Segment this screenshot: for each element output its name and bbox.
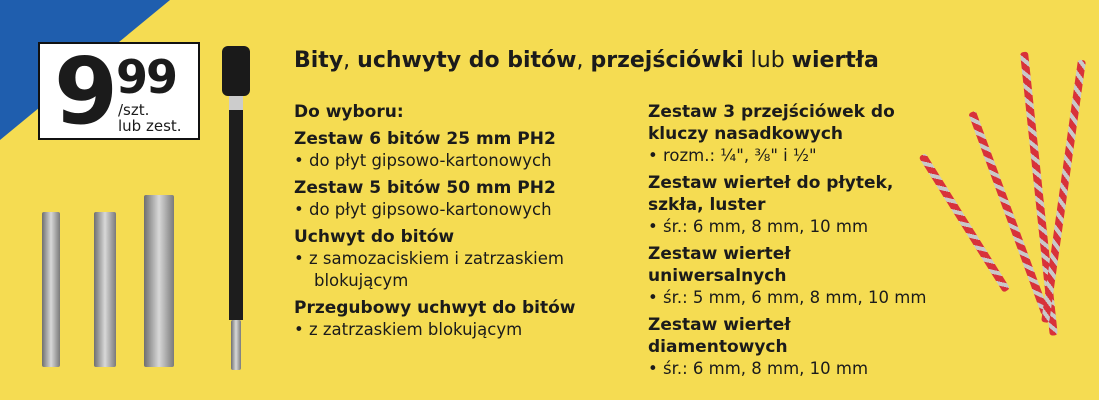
spec-heading: Zestaw wierteł uniwersalnych	[648, 244, 791, 286]
price-tag: 9 99 /szt. lub zest.	[38, 38, 200, 145]
spec-bullet: śr.: 6 mm, 8 mm, 10 mm	[648, 358, 928, 380]
spec-bullet: z zatrzaskiem blokującym	[294, 319, 634, 341]
left-column-specs: Do wyboru:Zestaw 6 bitów 25 mm PH2do pły…	[294, 96, 634, 341]
spec-heading: Zestaw wierteł diamentowych	[648, 315, 791, 357]
spec-heading: Zestaw wierteł do płytek, szkła, luster	[648, 173, 894, 215]
right-column-specs: Zestaw 3 przejściówek do kluczy nasadkow…	[648, 96, 928, 380]
spec-heading: Zestaw 5 bitów 50 mm PH2	[294, 178, 556, 198]
price-unit-line: /szt.	[118, 101, 150, 119]
spec-heading: Przegubowy uchwyt do bitów	[294, 298, 576, 318]
spec-bullet: rozm.: ¼", ⅜" i ½"	[648, 145, 928, 167]
offer-title: Bity, uchwyty do bitów, przejściówki lub…	[294, 48, 879, 73]
spec-bullet: śr.: 6 mm, 8 mm, 10 mm	[648, 216, 928, 238]
price-unit-line: lub zest.	[118, 117, 182, 135]
spec-heading: Uchwyt do bitów	[294, 227, 455, 247]
spec-heading: Do wyboru:	[294, 102, 404, 122]
price-unit: /szt. lub zest.	[118, 102, 182, 134]
spec-bullet: z samozaciskiem i zatrzaskiem blokującym	[294, 248, 634, 292]
spec-bullet: do płyt gipsowo-kartonowych	[294, 199, 634, 221]
spec-heading: Zestaw 6 bitów 25 mm PH2	[294, 129, 556, 149]
price-cents: 99	[116, 50, 178, 104]
spec-heading: Zestaw 3 przejściówek do kluczy nasadkow…	[648, 102, 895, 144]
spec-bullet: do płyt gipsowo-kartonowych	[294, 150, 634, 172]
price-main: 9	[54, 38, 118, 145]
spec-bullet: śr.: 5 mm, 6 mm, 8 mm, 10 mm	[648, 287, 928, 309]
